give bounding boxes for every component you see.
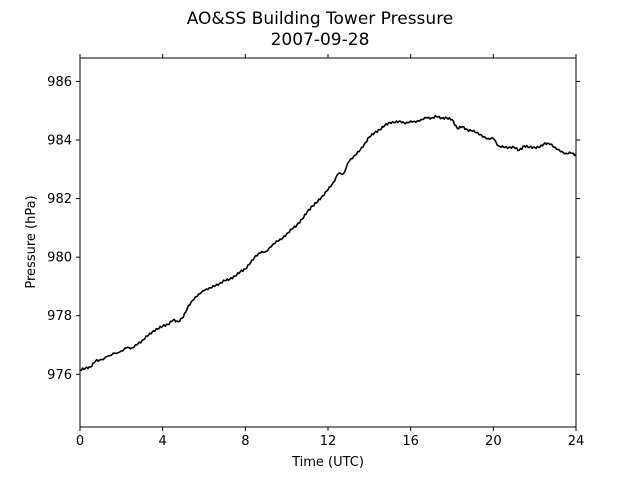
- pressure-series-line: [79, 115, 577, 372]
- y-tick-label: 980: [47, 251, 72, 266]
- line-layer: [79, 115, 577, 372]
- plot-area: [80, 58, 576, 427]
- chart-title: AO&SS Building Tower Pressure: [187, 9, 454, 29]
- tick-layer: 0 4 8 12 16 20 24 976 978 980 982 984 986: [47, 54, 584, 449]
- x-tick-label: 20: [485, 434, 502, 449]
- x-tick-label: 12: [320, 434, 337, 449]
- y-tick-label: 986: [47, 75, 72, 90]
- chart-subtitle: 2007-09-28: [271, 30, 370, 50]
- x-tick-label: 16: [402, 434, 419, 449]
- y-tick-label: 976: [47, 368, 72, 383]
- x-tick-label: 0: [76, 434, 84, 449]
- y-tick-label: 984: [47, 134, 72, 149]
- plot-frame: [79, 57, 577, 428]
- x-tick-label: 8: [241, 434, 249, 449]
- y-tick-label: 982: [47, 192, 72, 207]
- x-tick-label: 4: [159, 434, 167, 449]
- x-tick-label: 24: [568, 434, 585, 449]
- y-tick-label: 978: [47, 309, 72, 324]
- y-axis-label: Pressure (hPa): [24, 195, 39, 288]
- x-axis-label: Time (UTC): [291, 455, 364, 470]
